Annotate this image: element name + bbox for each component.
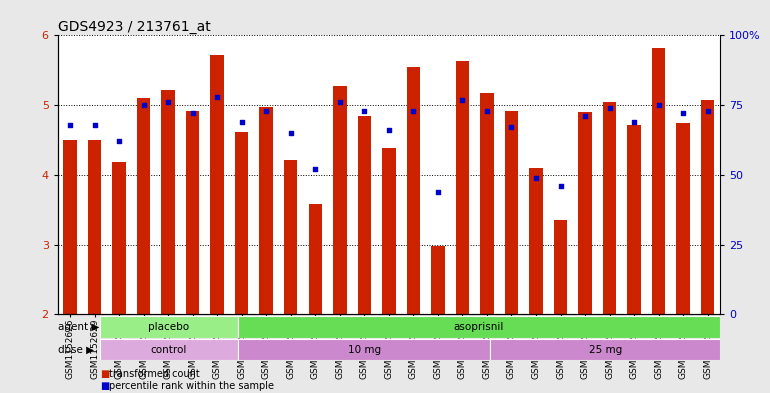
Bar [505, 111, 518, 314]
Bar [480, 93, 494, 314]
Bar [333, 86, 347, 314]
Point [604, 105, 616, 111]
Point [89, 121, 101, 128]
Bar [431, 246, 444, 314]
Point [677, 110, 689, 117]
Bar [112, 162, 126, 314]
Bar [186, 111, 199, 314]
Bar [210, 55, 224, 314]
Point [407, 108, 420, 114]
Point [64, 121, 76, 128]
Bar [238, 339, 490, 360]
Text: 10 mg: 10 mg [347, 345, 380, 354]
Point [211, 94, 223, 100]
Point [383, 127, 395, 133]
Bar [554, 220, 567, 314]
Point [701, 108, 714, 114]
Bar [701, 100, 715, 314]
Point [186, 110, 199, 117]
Bar [652, 48, 665, 314]
Point [652, 102, 665, 108]
Bar [235, 132, 249, 314]
Point [554, 183, 567, 189]
Bar [137, 98, 150, 314]
Bar [284, 160, 297, 314]
Point [285, 130, 297, 136]
Bar [628, 125, 641, 314]
Text: GDS4923 / 213761_at: GDS4923 / 213761_at [58, 20, 210, 34]
Point [236, 119, 248, 125]
Point [260, 108, 273, 114]
Point [457, 96, 469, 103]
Bar [603, 102, 616, 314]
Bar [529, 168, 543, 314]
Text: percentile rank within the sample: percentile rank within the sample [109, 381, 274, 391]
Point [137, 102, 149, 108]
Bar [676, 123, 690, 314]
Point [432, 189, 444, 195]
Bar [100, 339, 238, 360]
Bar [578, 112, 592, 314]
Point [113, 138, 126, 145]
Text: control: control [151, 345, 187, 354]
Bar [162, 90, 175, 314]
Bar [490, 339, 720, 360]
Bar [88, 140, 102, 314]
Bar [382, 149, 396, 314]
Bar [357, 116, 371, 314]
Point [628, 119, 641, 125]
Text: asoprisnil: asoprisnil [454, 322, 504, 332]
Point [358, 108, 370, 114]
Bar [100, 316, 238, 338]
Point [480, 108, 493, 114]
Bar [456, 61, 469, 314]
Point [505, 124, 517, 130]
Bar [238, 316, 720, 338]
Point [309, 166, 321, 173]
Text: agent ▶: agent ▶ [58, 322, 99, 332]
Bar [309, 204, 322, 314]
Bar [63, 140, 77, 314]
Text: transformed count: transformed count [109, 369, 200, 379]
Text: 25 mg: 25 mg [588, 345, 622, 354]
Point [530, 174, 542, 181]
Point [162, 99, 174, 105]
Bar [407, 67, 420, 314]
Point [333, 99, 346, 105]
Text: ■: ■ [100, 381, 109, 391]
Point [579, 113, 591, 119]
Text: placebo: placebo [149, 322, 189, 332]
Bar [259, 107, 273, 314]
Text: ■: ■ [100, 369, 109, 379]
Text: dose ▶: dose ▶ [58, 345, 94, 354]
